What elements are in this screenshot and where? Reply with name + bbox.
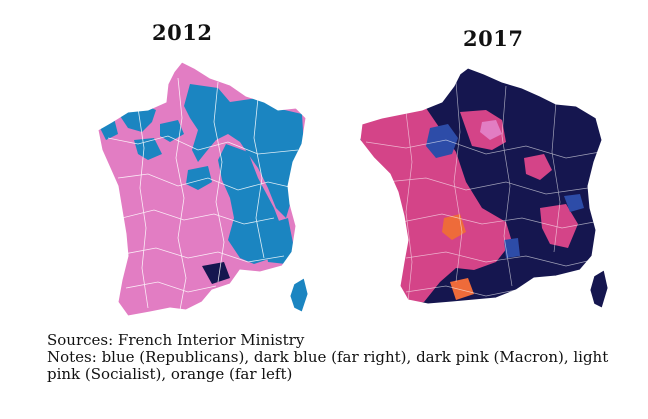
macron-region: [524, 154, 552, 180]
map-title-2012: 2012: [152, 20, 213, 45]
macron-region: [540, 204, 578, 248]
map-2012: [98, 61, 309, 317]
department-borders: [107, 77, 299, 311]
republican-region: [184, 84, 304, 218]
corsica: [289, 277, 309, 313]
map-title-2017: 2017: [463, 26, 524, 51]
france-outline: [98, 61, 307, 317]
map-notes: Sources: French Interior Ministry Notes:…: [47, 332, 637, 383]
sources-text: Sources: French Interior Ministry: [47, 331, 305, 349]
france-outline: [359, 67, 603, 305]
republican-region: [262, 218, 294, 264]
department-borders: [365, 81, 601, 303]
map-2017-fill: [360, 68, 602, 304]
far-left-region: [450, 278, 474, 300]
republican-region: [504, 238, 520, 258]
republican-region: [186, 166, 212, 190]
far-right-region: [202, 262, 230, 284]
map-2012-fill: [98, 62, 306, 316]
corsica: [589, 269, 609, 309]
far-right-region: [360, 68, 602, 304]
map-2017: [359, 67, 609, 309]
socialist-region: [480, 120, 502, 140]
republican-region: [564, 194, 584, 212]
republican-region: [120, 104, 156, 132]
notes-text: Notes: blue (Republicans), dark blue (fa…: [47, 348, 609, 383]
